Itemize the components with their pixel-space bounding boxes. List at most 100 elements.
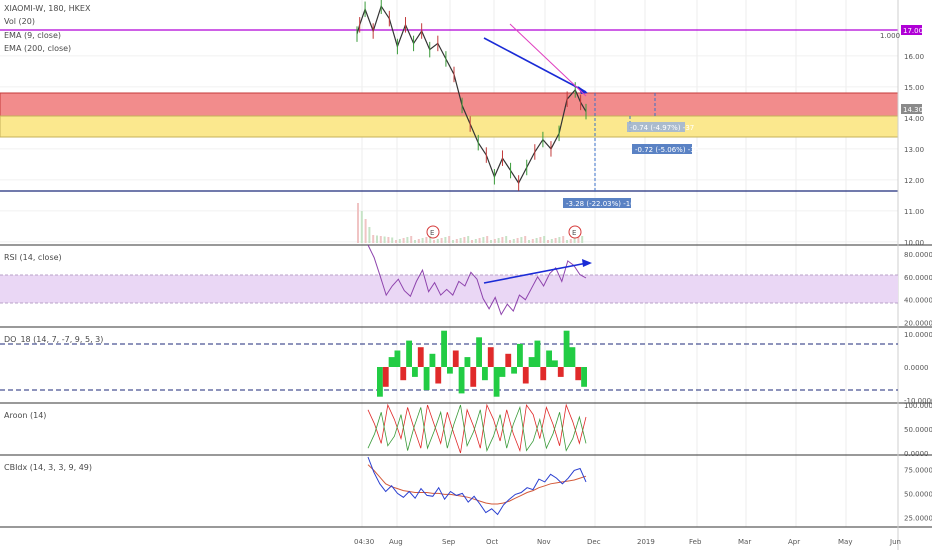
price-tick-label: 14.00 — [904, 115, 924, 123]
dmi-bar — [470, 367, 477, 387]
dmi-legend: DO_18 (14, 7, -7, 9, 5, 3) — [4, 335, 103, 344]
cbi-tick-label: 50.0000 — [904, 490, 932, 498]
cbi-signal-line — [367, 464, 587, 505]
aroon-down-line — [367, 404, 587, 452]
volume-bar — [429, 236, 432, 243]
price-tick-label: 10.00 — [904, 239, 924, 247]
volume-bar — [357, 203, 359, 243]
dmi-bar — [581, 367, 587, 387]
x-tick-label: Mar — [738, 538, 751, 546]
dmi-bar — [487, 347, 494, 367]
dmi-bar — [552, 360, 558, 367]
volume-bar — [395, 240, 397, 243]
dmi-tick-label: -10.0000 — [904, 397, 932, 405]
volume-bar — [562, 236, 565, 243]
volume-bar — [520, 237, 523, 243]
volume-bar — [368, 227, 371, 243]
aroon-series — [367, 403, 587, 454]
x-tick-label: Feb — [689, 538, 702, 546]
volume-bar — [414, 240, 416, 243]
volume-bar — [558, 237, 561, 243]
volume-bar — [474, 239, 477, 243]
volume-bar — [383, 236, 386, 243]
volume-bar — [501, 237, 504, 243]
aroon-axis: 100.0000 50.0000 0.0000 — [904, 402, 932, 458]
volume-bar — [433, 240, 435, 243]
aroon-legend: Aroon (14) — [4, 411, 46, 420]
dmi-tick-label: 0.0000 — [904, 364, 929, 372]
rsi-tick-label: 20.0000 — [904, 319, 932, 327]
svg-text:-0.74 (-4.97%) -37: -0.74 (-4.97%) -37 — [630, 124, 694, 132]
symbol-title: XIAOMI-W, 180, HKEX — [4, 4, 91, 13]
volume-bar — [569, 239, 572, 243]
rsi-tick-label: 60.0000 — [904, 274, 932, 282]
measure-label-2: -0.72 (-5.06%) -36 — [632, 144, 700, 154]
aroon-tick-label: 0.0000 — [904, 450, 929, 458]
volume-bar — [528, 240, 530, 243]
x-tick-label: May — [838, 538, 852, 546]
volume-bar — [490, 240, 492, 243]
x-tick-label: Dec — [587, 538, 601, 546]
dmi-bar — [499, 367, 506, 377]
event-marker-2[interactable]: E — [568, 225, 582, 239]
volume-bar — [452, 240, 454, 243]
price-tick-label: 16.00 — [904, 53, 924, 61]
volume-bar — [379, 236, 382, 243]
rsi-axis: 80.0000 60.0000 40.0000 20.0000 — [904, 251, 932, 327]
x-tick-label: Apr — [788, 538, 800, 546]
volume-bar — [448, 236, 451, 243]
volume-bar — [421, 238, 424, 243]
ema200-legend: EMA (200, close) — [4, 44, 71, 53]
volume-bar — [444, 237, 447, 243]
rsi-band — [0, 275, 898, 303]
dmi-bar — [441, 330, 447, 367]
volume-bar — [410, 236, 413, 243]
price-tick-label: 15.00 — [904, 84, 924, 92]
rsi-tick-label: 40.0000 — [904, 297, 932, 305]
x-tick-label: 04:30 — [354, 538, 374, 546]
dmi-bar — [569, 347, 576, 367]
dmi-bar — [435, 367, 442, 384]
volume-bar — [402, 238, 405, 243]
volume-bar — [509, 240, 511, 243]
price-tick-label: 11.00 — [904, 208, 924, 216]
dmi-bar — [377, 367, 383, 397]
dmi-bar — [382, 367, 389, 387]
dmi-bar — [412, 367, 418, 377]
volume-bar — [505, 236, 508, 243]
event-marker-1[interactable]: E — [426, 225, 440, 239]
svg-text:-0.72 (-5.06%) -36: -0.72 (-5.06%) -36 — [635, 146, 700, 154]
yellow-zone — [0, 115, 899, 138]
ratio-label: 1.000 — [880, 32, 900, 40]
vol-legend: Vol (20) — [4, 17, 35, 26]
dmi-bar — [534, 340, 541, 367]
cbi-line — [367, 456, 587, 516]
price-tick-label: 13.00 — [904, 146, 924, 154]
svg-text:-3.28 (-22.03%) -164: -3.28 (-22.03%) -164 — [566, 200, 640, 208]
x-tick-label: Oct — [486, 538, 498, 546]
x-tick-label: Aug — [389, 538, 403, 546]
volume-bar — [543, 236, 546, 243]
dmi-bar — [575, 367, 582, 381]
dmi-bar — [400, 367, 407, 381]
rsi-tick-label: 80.0000 — [904, 251, 932, 259]
volume-bar — [497, 238, 500, 243]
red-zone — [0, 92, 899, 117]
volume-bar — [417, 239, 420, 243]
aroon-tick-label: 50.0000 — [904, 426, 932, 434]
volume-bar — [364, 219, 367, 243]
x-tick-label: Sep — [442, 538, 456, 546]
dmi-bar — [528, 357, 535, 367]
volume-bar — [425, 237, 428, 243]
volume-bar — [577, 237, 580, 243]
volume-bar — [459, 238, 462, 243]
dmi-bar — [464, 357, 471, 367]
volume-bar — [406, 237, 409, 243]
dmi-bar — [540, 367, 547, 381]
dmi-bar — [452, 350, 459, 367]
svg-text:17.00: 17.00 — [903, 27, 923, 35]
rsi-arrow-head — [582, 259, 592, 267]
volume-bar — [486, 236, 489, 243]
ema200-line — [509, 23, 587, 97]
volume-bar — [436, 239, 439, 243]
